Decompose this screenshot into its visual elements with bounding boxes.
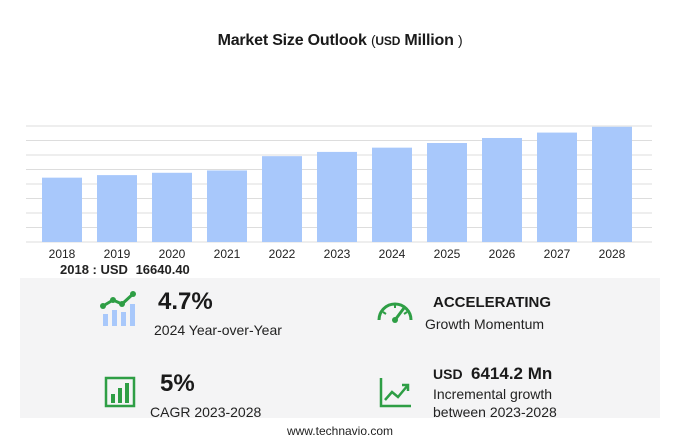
incremental-label-2: between 2023-2028 (433, 404, 557, 420)
bar-2025[interactable] (427, 143, 467, 242)
incremental-value: 6414.2 Mn (471, 364, 553, 383)
bar-2028[interactable] (592, 126, 632, 242)
bars (42, 126, 632, 242)
x-tick-2027: 2027 (544, 247, 571, 261)
x-tick-2022: 2022 (269, 247, 296, 261)
unit-currency: USD (375, 34, 401, 48)
bar-2021[interactable] (207, 170, 247, 242)
x-tick-2024: 2024 (379, 247, 406, 261)
trend-line-icon (379, 378, 411, 408)
bar-2023[interactable] (317, 151, 357, 242)
yoy-value: 4.7% (158, 288, 213, 315)
incremental-label-1: Incremental growth (433, 386, 553, 402)
readout-sep: : USD (92, 262, 128, 277)
bar-chart: 2018 2019 2020 2021 2022 2023 2024 2025 2026 2027… (26, 125, 652, 261)
cagr-label: CAGR 2023-2028 (150, 404, 262, 420)
yoy-label: 2024 Year-over-Year (154, 322, 282, 338)
x-tick-2020: 2020 (159, 247, 186, 261)
unit-open-paren: ( (370, 32, 376, 48)
footer-credit: www.technavio.com (286, 424, 394, 438)
chart-title: Market Size Outlook (217, 32, 367, 49)
bar-2024[interactable] (372, 147, 412, 242)
cagr-value: 5% (160, 370, 195, 397)
incremental-value-row: USD 6414.2 Mn (433, 364, 552, 384)
bar-2027[interactable] (537, 132, 577, 242)
momentum-label: Growth Momentum (425, 316, 545, 332)
momentum-value: ACCELERATING (433, 294, 552, 311)
readout-year: 2018 (60, 262, 89, 277)
x-tick-2025: 2025 (434, 247, 461, 261)
x-tick-2021: 2021 (214, 247, 241, 261)
bar-2020[interactable] (152, 172, 192, 242)
x-tick-2019: 2019 (104, 247, 131, 261)
incremental-currency: USD (433, 366, 463, 382)
kpi-panel: 4.7% 2024 Year-over-Year ACCELERATING Gr… (20, 278, 660, 420)
unit-close-paren: ) (457, 32, 463, 48)
x-tick-labels: 2018 2019 2020 2021 2022 2023 2024 2025 2026 2027… (49, 247, 626, 261)
bar-2022[interactable] (262, 156, 302, 242)
value-readout: 2018 : USD 16640.40 (60, 262, 190, 277)
speedometer-icon (377, 302, 413, 323)
unit-scale: Million (404, 32, 454, 49)
bar-2026[interactable] (482, 137, 522, 242)
bar-chart-icon (104, 376, 136, 408)
x-tick-2018: 2018 (49, 247, 76, 261)
readout-value: 16640.40 (135, 262, 190, 277)
page-title: Market Size Outlook (USD Million ) (0, 32, 680, 50)
x-tick-2028: 2028 (599, 247, 626, 261)
bar-2018[interactable] (42, 177, 82, 242)
growth-bars-icon (100, 291, 136, 326)
bar-2019[interactable] (97, 175, 137, 242)
x-tick-2023: 2023 (324, 247, 351, 261)
x-tick-2026: 2026 (489, 247, 516, 261)
